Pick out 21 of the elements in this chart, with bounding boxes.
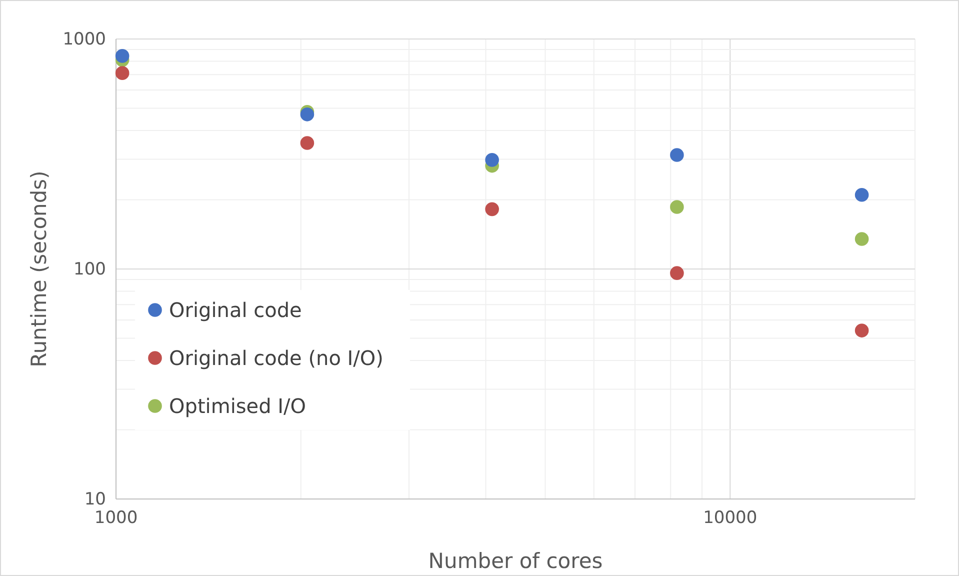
y-tick-label: 10	[84, 489, 106, 510]
point	[854, 188, 869, 202]
point	[670, 200, 684, 214]
y-axis-title: Runtime (seconds)	[27, 170, 51, 368]
y-tick-label: 100	[74, 259, 106, 280]
point	[115, 49, 130, 63]
point	[485, 153, 499, 167]
point	[670, 148, 684, 162]
point	[485, 202, 499, 216]
y-tick-label: 1000	[62, 29, 106, 50]
legend-label: Original code	[169, 298, 302, 322]
point	[854, 324, 869, 338]
point	[300, 108, 314, 122]
point	[300, 136, 314, 150]
point	[854, 232, 869, 246]
point	[115, 66, 130, 80]
legend-label: Original code (no I/O)	[169, 346, 384, 370]
x-tick-label: 10000	[703, 508, 758, 528]
x-axis-title: Number of cores	[428, 549, 603, 573]
legend-label: Optimised I/O	[169, 394, 306, 418]
point	[670, 266, 684, 280]
